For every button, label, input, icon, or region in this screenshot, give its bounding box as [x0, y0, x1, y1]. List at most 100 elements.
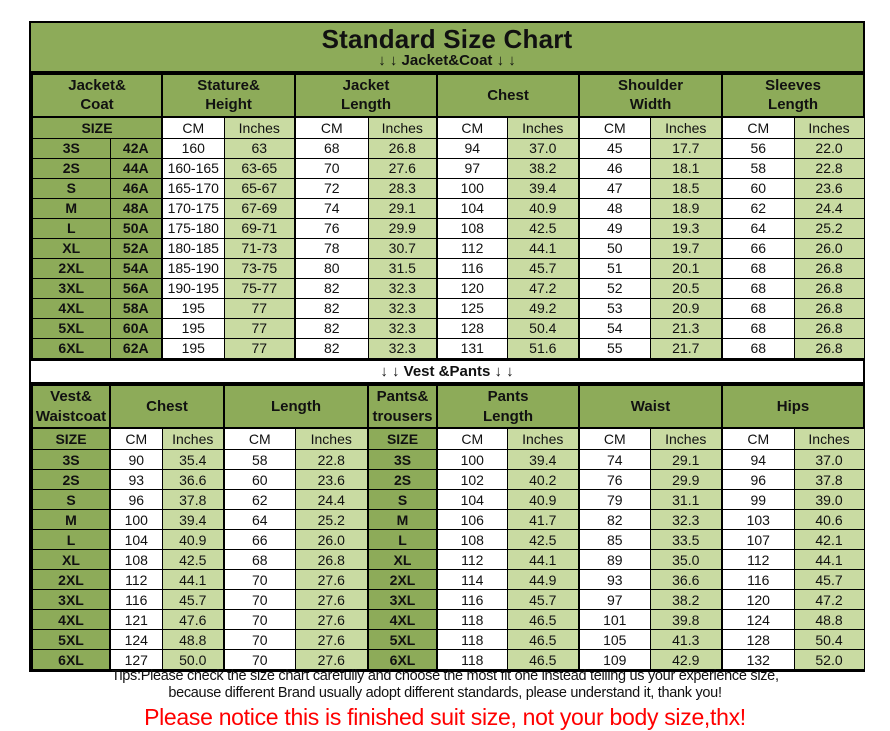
- measurement-cell: 29.1: [649, 449, 723, 471]
- measurement-cell: 31.1: [649, 489, 723, 511]
- measurement-cell: 63-65: [223, 157, 296, 179]
- size-label-cell: M: [31, 197, 111, 219]
- measurement-cell: 160: [161, 137, 225, 159]
- measurement-cell: 35.4: [161, 449, 225, 471]
- size-row: S 96 37.8 62 24.4 S 104 40.9 79 31.1 99 39.0: [31, 489, 865, 511]
- measurement-cell: 52: [578, 277, 651, 299]
- size-row: 5XL 60A 195 77 82 32.3 128 50.4 54 21.3 68 26.8: [31, 317, 865, 339]
- measurement-cell: 109: [578, 649, 651, 671]
- measurement-cell: 45.7: [506, 589, 580, 611]
- size-label-cell: 2XL: [31, 257, 111, 279]
- measurement-cell: 29.9: [649, 469, 723, 491]
- measurement-cell: 108: [436, 529, 508, 551]
- measurement-cell: 116: [109, 589, 163, 611]
- measurement-cell: 116: [436, 257, 508, 279]
- measurement-cell: 50: [578, 237, 651, 259]
- measurement-cell: 70: [294, 157, 369, 179]
- measurement-cell: 45.7: [793, 569, 865, 591]
- measurement-cell: 27.6: [294, 569, 369, 591]
- size-header-cell: SIZE: [367, 427, 438, 451]
- measurement-cell: 102: [436, 469, 508, 491]
- measurement-cell: 40.9: [506, 489, 580, 511]
- unit-header-row: SIZE CM Inches CM Inches SIZE CM Inches CM Inches…: [31, 427, 865, 451]
- unit-header-cell: Inches: [294, 427, 369, 451]
- measurement-cell: 51.6: [506, 337, 580, 359]
- measurement-cell: 68: [721, 337, 795, 359]
- measurement-cell: 68: [721, 257, 795, 279]
- measurement-cell: 185-190: [161, 257, 225, 279]
- measurement-cell: 38.2: [506, 157, 580, 179]
- measurement-cell: 118: [436, 629, 508, 651]
- measurement-cell: 118: [436, 609, 508, 631]
- measurement-cell: 116: [721, 569, 795, 591]
- measurement-cell: 19.3: [649, 217, 723, 239]
- measurement-cell: 120: [721, 589, 795, 611]
- measurement-cell: 19.7: [649, 237, 723, 259]
- measurement-cell: 195: [161, 317, 225, 339]
- size-label-cell: 42A: [109, 137, 163, 159]
- size-row: L 50A 175-180 69-71 76 29.9 108 42.5 49 19.3 64 25.…: [31, 217, 865, 239]
- measurement-cell: 67-69: [223, 197, 296, 219]
- unit-header-cell: CM: [294, 116, 369, 139]
- measurement-cell: 40.9: [161, 529, 225, 551]
- measurement-cell: 175-180: [161, 217, 225, 239]
- measurement-cell: 27.6: [294, 589, 369, 611]
- unit-header-cell: Inches: [506, 427, 580, 451]
- measurement-cell: 65-67: [223, 177, 296, 199]
- measurement-cell: 124: [109, 629, 163, 651]
- measurement-cell: 190-195: [161, 277, 225, 299]
- measurement-cell: 96: [721, 469, 795, 491]
- jacket-coat-section-label: ↓ ↓ Jacket&Coat ↓ ↓: [378, 52, 516, 70]
- measurement-cell: 37.0: [506, 137, 580, 159]
- measurement-cell: 131: [436, 337, 508, 359]
- size-label-cell: 62A: [109, 337, 163, 359]
- size-label-cell: 2S: [31, 157, 111, 179]
- measurement-cell: 70: [223, 609, 296, 631]
- measurement-cell: 82: [294, 337, 369, 359]
- measurement-cell: 44.1: [793, 549, 865, 571]
- measurement-cell: 42.5: [161, 549, 225, 571]
- size-label-cell: 44A: [109, 157, 163, 179]
- unit-header-cell: Inches: [793, 427, 865, 451]
- column-group-header: Jacket Length: [294, 72, 439, 118]
- measurement-cell: 37.0: [793, 449, 865, 471]
- column-group-header: Pants Length: [436, 384, 580, 430]
- measurement-cell: 32.3: [367, 317, 438, 339]
- unit-header-cell: Inches: [649, 427, 723, 451]
- column-group-header: Sleeves Length: [721, 72, 866, 118]
- measurement-cell: 39.4: [506, 449, 580, 471]
- footer-tips: Tips:Please check the size chart careful…: [0, 668, 890, 731]
- measurement-cell: 71-73: [223, 237, 296, 259]
- measurement-cell: 50.4: [506, 317, 580, 339]
- measurement-cell: 99: [721, 489, 795, 511]
- measurement-cell: 45: [578, 137, 651, 159]
- vest-pants-size-table: Vest& Waistcoat Chest Length Pants& trouser…: [31, 384, 866, 671]
- measurement-cell: 121: [109, 609, 163, 631]
- measurement-cell: 103: [721, 509, 795, 531]
- measurement-cell: 41.3: [649, 629, 723, 651]
- measurement-cell: 165-170: [161, 177, 225, 199]
- size-label-cell: 5XL: [31, 629, 111, 651]
- size-row: S 46A 165-170 65-67 72 28.3 100 39.4 47 18.5 60 23.…: [31, 177, 865, 199]
- measurement-cell: 28.3: [367, 177, 438, 199]
- column-group-header: Hips: [721, 384, 866, 430]
- column-group-header: Chest: [109, 384, 225, 430]
- measurement-cell: 116: [436, 589, 508, 611]
- size-label-cell: 3XL: [367, 589, 438, 611]
- measurement-cell: 22.8: [793, 157, 865, 179]
- size-row: 2S 44A 160-165 63-65 70 27.6 97 38.2 46 18.1 58 22.…: [31, 157, 865, 179]
- measurement-cell: 73-75: [223, 257, 296, 279]
- size-label-cell: 4XL: [367, 609, 438, 631]
- size-row: 2S 93 36.6 60 23.6 2S 102 40.2 76 29.9 96 37.8: [31, 469, 865, 491]
- measurement-cell: 82: [294, 317, 369, 339]
- unit-header-cell: CM: [436, 116, 508, 139]
- unit-header-cell: CM: [436, 427, 508, 451]
- size-label-cell: XL: [31, 549, 111, 571]
- measurement-cell: 23.6: [294, 469, 369, 491]
- measurement-cell: 26.8: [294, 549, 369, 571]
- measurement-cell: 74: [294, 197, 369, 219]
- measurement-cell: 107: [721, 529, 795, 551]
- measurement-cell: 68: [223, 549, 296, 571]
- measurement-cell: 21.3: [649, 317, 723, 339]
- measurement-cell: 48.8: [793, 609, 865, 631]
